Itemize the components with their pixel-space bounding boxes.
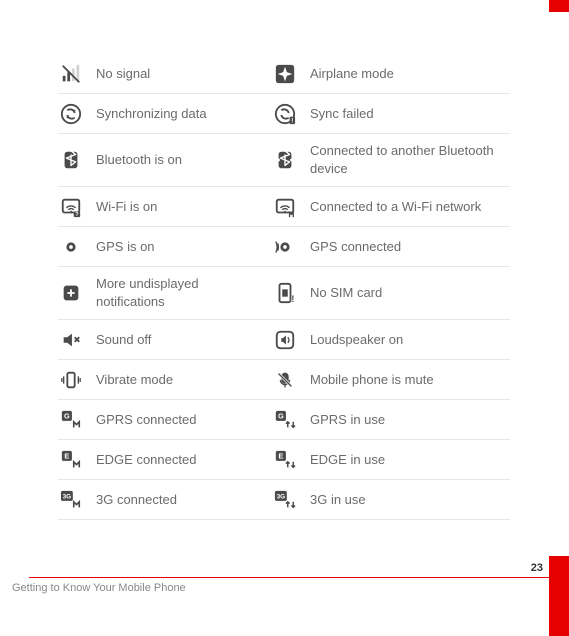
icon-label: No signal bbox=[96, 65, 150, 83]
loudspeaker-icon bbox=[274, 329, 296, 351]
table-row: Bluetooth is on Connected to another Blu… bbox=[58, 134, 510, 187]
table-cell: E EDGE connected bbox=[58, 441, 272, 479]
icon-label: Wi-Fi is on bbox=[96, 198, 157, 216]
table-cell: GPS connected bbox=[272, 228, 510, 266]
table-cell: 3G 3G connected bbox=[58, 481, 272, 519]
table-cell: Sound off bbox=[58, 321, 272, 359]
table-cell: Loudspeaker on bbox=[272, 321, 510, 359]
table-cell: ! No SIM card bbox=[272, 274, 510, 312]
icon-label: Vibrate mode bbox=[96, 371, 173, 389]
table-row: 3G 3G connected 3G 3G in use bbox=[58, 480, 510, 520]
icon-label: GPRS connected bbox=[96, 411, 196, 429]
svg-text:E: E bbox=[278, 451, 283, 460]
icon-label: GPS connected bbox=[310, 238, 401, 256]
svg-text:!: ! bbox=[291, 294, 294, 304]
table-cell: Mobile phone is mute bbox=[272, 361, 510, 399]
icon-label: No SIM card bbox=[310, 284, 382, 302]
svg-text:E: E bbox=[64, 451, 69, 460]
sync-icon bbox=[60, 103, 82, 125]
table-cell: More undisplayed notifications bbox=[58, 267, 272, 319]
svg-text:3G: 3G bbox=[277, 493, 286, 500]
no-signal-icon bbox=[60, 63, 82, 85]
icon-label: 3G connected bbox=[96, 491, 177, 509]
accent-bar-top bbox=[549, 0, 569, 12]
table-cell: Vibrate mode bbox=[58, 361, 272, 399]
table-row: ? Wi-Fi is on Connected to a Wi-Fi netwo… bbox=[58, 187, 510, 227]
gprs-in-use-icon: G bbox=[274, 409, 296, 431]
icon-label: EDGE in use bbox=[310, 451, 385, 469]
table-row: More undisplayed notifications ! No SIM … bbox=[58, 267, 510, 320]
table-cell: ! Sync failed bbox=[272, 95, 510, 133]
bluetooth-icon bbox=[60, 149, 82, 171]
table-row: Sound off Loudspeaker on bbox=[58, 320, 510, 360]
icon-label: More undisplayed notifications bbox=[96, 275, 268, 311]
gps-icon bbox=[60, 236, 82, 258]
table-cell: No signal bbox=[58, 55, 272, 93]
icon-label: Loudspeaker on bbox=[310, 331, 403, 349]
more-notifications-icon bbox=[60, 282, 82, 304]
vibrate-icon bbox=[60, 369, 82, 391]
svg-text:G: G bbox=[64, 411, 70, 420]
wifi-icon: ? bbox=[60, 196, 82, 218]
table-cell: G GPRS in use bbox=[272, 401, 510, 439]
table-row: G GPRS connected G GPRS in use bbox=[58, 400, 510, 440]
sync-failed-icon: ! bbox=[274, 103, 296, 125]
icon-label: Mobile phone is mute bbox=[310, 371, 434, 389]
table-row: No signal Airplane mode bbox=[58, 54, 510, 94]
table-cell: Connected to another Bluetooth device bbox=[272, 134, 510, 186]
icon-label: GPS is on bbox=[96, 238, 155, 256]
table-cell: Bluetooth is on bbox=[58, 141, 272, 179]
icon-label: Synchronizing data bbox=[96, 105, 207, 123]
3g-in-use-icon: 3G bbox=[274, 489, 296, 511]
icon-label: Sync failed bbox=[310, 105, 374, 123]
svg-text:!: ! bbox=[291, 117, 293, 124]
table-cell: ? Wi-Fi is on bbox=[58, 188, 272, 226]
table-row: Synchronizing data ! Sync failed bbox=[58, 94, 510, 134]
table-cell: 3G 3G in use bbox=[272, 481, 510, 519]
svg-text:3G: 3G bbox=[63, 493, 72, 500]
table-cell: GPS is on bbox=[58, 228, 272, 266]
accent-bar-bottom bbox=[549, 556, 569, 636]
table-cell: Airplane mode bbox=[272, 55, 510, 93]
icon-label: 3G in use bbox=[310, 491, 366, 509]
icon-label: Bluetooth is on bbox=[96, 151, 182, 169]
gps-connected-icon bbox=[274, 236, 296, 258]
icon-label: Sound off bbox=[96, 331, 151, 349]
table-cell: Synchronizing data bbox=[58, 95, 272, 133]
table-cell: Connected to a Wi-Fi network bbox=[272, 188, 510, 226]
airplane-icon bbox=[274, 63, 296, 85]
mute-icon bbox=[274, 369, 296, 391]
table-row: E EDGE connected E EDGE in use bbox=[58, 440, 510, 480]
icon-label: Connected to a Wi-Fi network bbox=[310, 198, 481, 216]
table-cell: E EDGE in use bbox=[272, 441, 510, 479]
svg-text:G: G bbox=[278, 411, 284, 420]
icon-label: Connected to another Bluetooth device bbox=[310, 142, 506, 178]
icon-label: GPRS in use bbox=[310, 411, 385, 429]
sound-off-icon bbox=[60, 329, 82, 351]
status-icons-table: No signal Airplane mode Synchronizing da… bbox=[58, 54, 510, 520]
bluetooth-connected-icon bbox=[274, 149, 296, 171]
section-title: Getting to Know Your Mobile Phone bbox=[12, 582, 186, 594]
wifi-connected-icon bbox=[274, 196, 296, 218]
icon-label: Airplane mode bbox=[310, 65, 394, 83]
edge-in-use-icon: E bbox=[274, 449, 296, 471]
gprs-connected-icon: G bbox=[60, 409, 82, 431]
icon-label: EDGE connected bbox=[96, 451, 196, 469]
table-row: GPS is on GPS connected bbox=[58, 227, 510, 267]
edge-connected-icon: E bbox=[60, 449, 82, 471]
3g-connected-icon: 3G bbox=[60, 489, 82, 511]
no-sim-icon: ! bbox=[274, 282, 296, 304]
page-number: 23 bbox=[531, 562, 543, 574]
table-cell: G GPRS connected bbox=[58, 401, 272, 439]
table-row: Vibrate mode Mobile phone is mute bbox=[58, 360, 510, 400]
